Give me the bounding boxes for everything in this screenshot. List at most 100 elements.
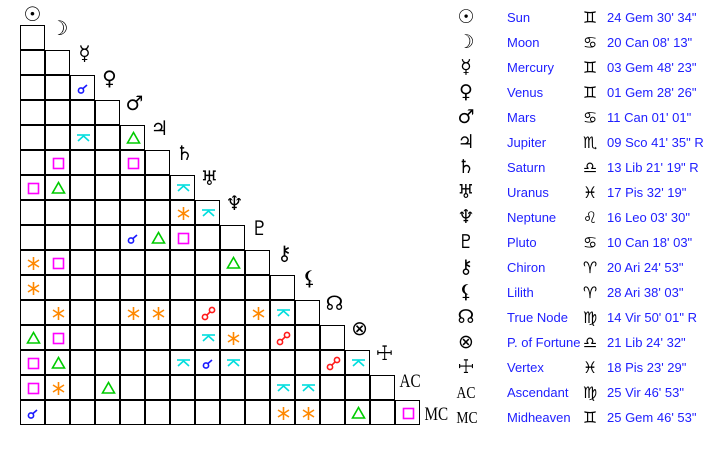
aspect-cell bbox=[19, 349, 45, 375]
aspect-cell bbox=[19, 99, 45, 125]
scorpio-icon: ♏ bbox=[582, 133, 598, 152]
saturn-icon: ♄ bbox=[457, 156, 475, 178]
part-of-fortune-icon: ⊗ bbox=[458, 331, 474, 353]
aspect-cell bbox=[44, 99, 70, 125]
aspect-cell bbox=[69, 149, 95, 175]
neptune-icon: ♆ bbox=[225, 191, 244, 215]
aspect-cell bbox=[219, 349, 245, 375]
aspect-cell bbox=[119, 124, 145, 150]
moon-icon: ☽ bbox=[457, 31, 475, 53]
aspect-cell bbox=[169, 349, 195, 375]
moon-icon: ☽ bbox=[50, 16, 69, 40]
cancer-icon: ♋ bbox=[582, 108, 598, 127]
aspect-cell bbox=[219, 249, 245, 275]
planet-row-sun: ☉ Sun ♊ 24 Gem 30' 34" bbox=[452, 5, 705, 30]
aspect-cell bbox=[119, 174, 145, 200]
planet-position: 28 Ari 38' 03" bbox=[607, 285, 684, 300]
aspect-cell bbox=[369, 399, 395, 425]
planet-position: 01 Gem 28' 26" bbox=[607, 85, 697, 100]
planet-row-true-node: ☊ True Node ♍ 14 Vir 50' 01" R bbox=[452, 305, 705, 330]
aspect-cell bbox=[194, 249, 220, 275]
aspect-cell bbox=[119, 149, 145, 175]
planet-position: 20 Ari 24' 53" bbox=[607, 260, 684, 275]
aspect-cell bbox=[69, 99, 95, 125]
midheaven-icon: MC bbox=[424, 404, 449, 425]
planet-name: Ascendant bbox=[507, 385, 569, 400]
planet-row-chiron: ⚷ Chiron ♈ 20 Ari 24' 53" bbox=[452, 255, 705, 280]
planet-name: Sun bbox=[507, 10, 531, 25]
gemini-icon: ♊ bbox=[582, 83, 598, 102]
aspect-cell bbox=[44, 349, 70, 375]
libra-icon: ♎ bbox=[582, 158, 598, 177]
true-node-icon: ☊ bbox=[457, 306, 475, 328]
planet-position: 16 Leo 03' 30" bbox=[607, 210, 691, 225]
aspect-cell bbox=[194, 199, 220, 225]
neptune-icon: ♆ bbox=[457, 206, 475, 228]
planet-name: Lilith bbox=[507, 285, 534, 300]
aspect-cell bbox=[219, 374, 245, 400]
aspect-cell bbox=[244, 299, 270, 325]
aspect-cell bbox=[294, 324, 320, 350]
planet-position: 14 Vir 50' 01" R bbox=[607, 310, 697, 325]
aspect-cell bbox=[244, 399, 270, 425]
planet-row-moon: ☽ Moon ♋ 20 Can 08' 13" bbox=[452, 30, 705, 55]
aspect-cell bbox=[294, 399, 320, 425]
chiron-icon: ⚷ bbox=[277, 241, 292, 265]
aspect-cell bbox=[269, 399, 295, 425]
aspect-cell bbox=[69, 124, 95, 150]
planet-row-lilith: ⚸ Lilith ♈ 28 Ari 38' 03" bbox=[452, 280, 705, 305]
planet-name: Saturn bbox=[507, 160, 546, 175]
aspect-cell bbox=[44, 174, 70, 200]
aspect-cell bbox=[44, 324, 70, 350]
lilith-icon: ⚸ bbox=[302, 266, 317, 290]
aspect-cell bbox=[94, 349, 120, 375]
virgo-icon: ♍ bbox=[582, 383, 598, 402]
aspect-cell bbox=[19, 149, 45, 175]
planet-name: Mercury bbox=[507, 60, 554, 75]
aspect-cell bbox=[69, 399, 95, 425]
aspect-cell bbox=[119, 399, 145, 425]
aspect-cell bbox=[319, 324, 345, 350]
aspect-cell bbox=[19, 49, 45, 75]
midheaven-icon: MC bbox=[456, 408, 478, 427]
planet-row-mars: ♂ Mars ♋ 11 Can 01' 01" bbox=[452, 105, 705, 130]
aspect-cell bbox=[194, 324, 220, 350]
planet-position: 21 Lib 24' 32" bbox=[607, 335, 686, 350]
aspect-cell bbox=[19, 224, 45, 250]
aspect-cell bbox=[19, 274, 45, 300]
aspect-cell bbox=[69, 349, 95, 375]
aspect-cell bbox=[94, 124, 120, 150]
aspect-cell bbox=[119, 249, 145, 275]
planet-position: 20 Can 08' 13" bbox=[607, 35, 693, 50]
aspect-cell bbox=[94, 149, 120, 175]
mars-icon: ♂ bbox=[125, 91, 144, 115]
planet-position: 09 Sco 41' 35" R bbox=[607, 135, 704, 150]
aspect-cell bbox=[94, 274, 120, 300]
aspect-cell bbox=[94, 99, 120, 125]
gemini-icon: ♊ bbox=[582, 408, 598, 427]
aspect-cell bbox=[69, 299, 95, 325]
planet-name: Neptune bbox=[507, 210, 557, 225]
chiron-icon: ⚷ bbox=[459, 256, 473, 278]
planet-row-pluto: ♇ Pluto ♋ 10 Can 18' 03" bbox=[452, 230, 705, 255]
aspect-cell bbox=[269, 299, 295, 325]
aspect-cell bbox=[169, 374, 195, 400]
jupiter-icon: ♃ bbox=[457, 131, 475, 153]
aspect-cell bbox=[169, 324, 195, 350]
aspect-cell bbox=[19, 324, 45, 350]
aspect-cell bbox=[294, 299, 320, 325]
aspect-cell bbox=[119, 199, 145, 225]
aspect-cell bbox=[94, 249, 120, 275]
aspect-cell bbox=[144, 199, 170, 225]
aspect-cell bbox=[319, 399, 345, 425]
cancer-icon: ♋ bbox=[582, 233, 598, 252]
aspect-cell bbox=[219, 299, 245, 325]
aspect-cell bbox=[194, 274, 220, 300]
aspect-cell bbox=[169, 249, 195, 275]
planet-row-neptune: ♆ Neptune ♌ 16 Leo 03' 30" bbox=[452, 205, 705, 230]
planet-row-part-of-fortune: ⊗ P. of Fortune ♎ 21 Lib 24' 32" bbox=[452, 330, 705, 355]
planet-row-venus: ♀ Venus ♊ 01 Gem 28' 26" bbox=[452, 80, 705, 105]
aspect-cell bbox=[119, 324, 145, 350]
aspect-cell bbox=[94, 174, 120, 200]
aspect-cell bbox=[369, 374, 395, 400]
